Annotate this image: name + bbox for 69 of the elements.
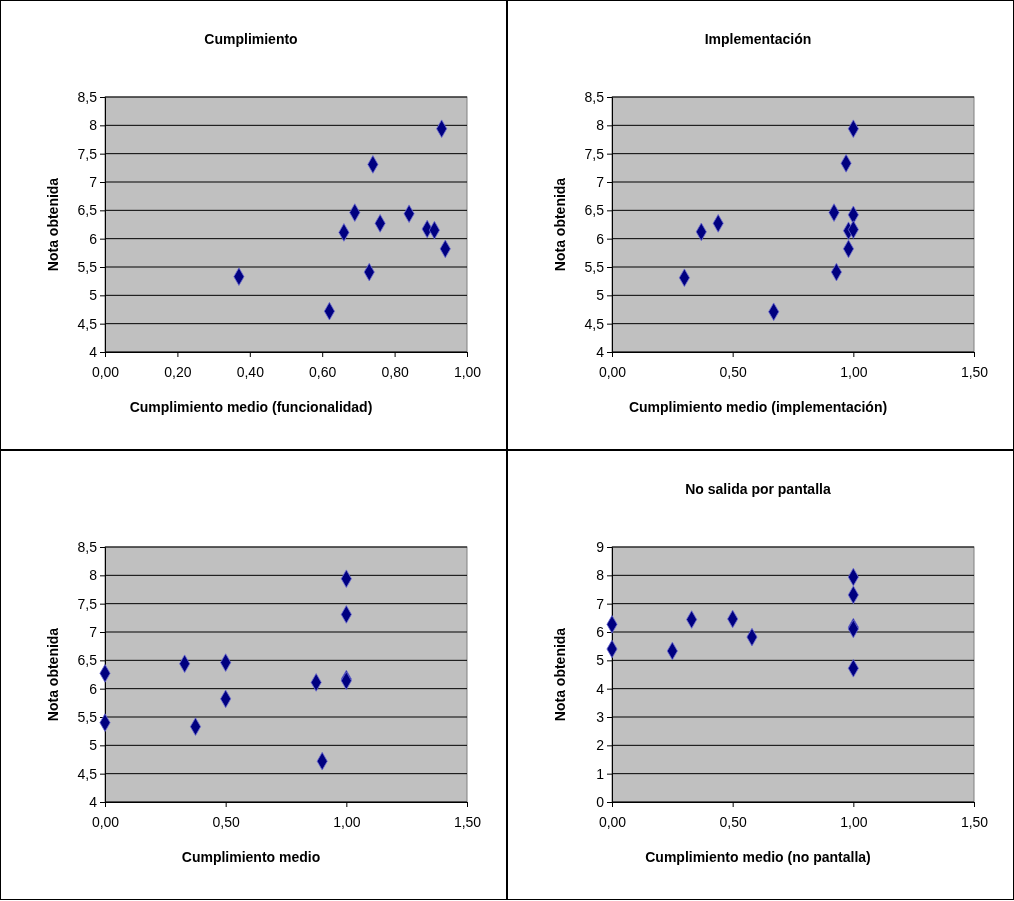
y-tick-label: 1: [596, 765, 605, 782]
y-tick-label: 5: [596, 287, 605, 304]
y-tick-label: 7,5: [77, 145, 98, 162]
y-tick-label: 6: [596, 623, 605, 640]
y-tick-label: 7,5: [584, 145, 605, 162]
x-tick-label: 0,00: [91, 363, 120, 380]
chart-title: Implementación: [704, 31, 812, 47]
y-tick-label: 6,5: [77, 652, 98, 669]
y-tick-label: 8: [596, 117, 605, 134]
x-axis-title: Cumplimiento medio: [181, 849, 321, 865]
y-tick-label: 4,5: [584, 315, 605, 332]
x-tick-label: 0,20: [164, 363, 192, 380]
y-tick-label: 7: [89, 623, 98, 640]
y-tick-label: 2: [596, 737, 605, 754]
x-tick-label: 1,00: [333, 813, 361, 830]
y-tick-label: 5,5: [77, 708, 98, 725]
y-tick-label: 5: [89, 287, 98, 304]
y-tick-label: 4: [89, 343, 98, 360]
x-tick-label: 0,50: [212, 813, 240, 830]
y-tick-label: 8: [89, 117, 98, 134]
y-tick-label: 4: [596, 343, 605, 360]
x-tick-label: 0,80: [381, 363, 409, 380]
y-axis-title: Nota obtenida: [552, 177, 568, 272]
y-tick-label: 7: [89, 173, 98, 190]
y-tick-label: 8,5: [77, 88, 98, 105]
y-tick-label: 6: [596, 230, 605, 247]
chart-title: No salida por pantalla: [685, 481, 831, 497]
x-tick-label: 1,00: [840, 813, 868, 830]
x-axis-title: Cumplimiento medio (no pantalla): [645, 849, 871, 865]
y-tick-label: 0: [596, 793, 605, 810]
y-tick-label: 7: [596, 595, 605, 612]
x-tick-label: 1,00: [453, 363, 482, 380]
x-tick-label: 0,40: [236, 363, 265, 380]
y-tick-label: 7,5: [77, 595, 98, 612]
x-tick-label: 0,00: [598, 813, 627, 830]
y-tick-label: 5: [89, 737, 98, 754]
y-tick-label: 6,5: [584, 202, 605, 219]
y-tick-label: 9: [596, 538, 605, 555]
x-tick-label: 0,50: [719, 363, 747, 380]
y-tick-label: 3: [596, 708, 605, 725]
y-tick-label: 5: [596, 652, 605, 669]
y-tick-label: 6: [89, 680, 98, 697]
y-axis-title: Nota obtenida: [552, 627, 568, 722]
x-tick-label: 0,00: [598, 363, 627, 380]
y-tick-label: 8,5: [584, 88, 605, 105]
chart-title: Cumplimiento: [204, 31, 298, 47]
x-tick-label: 1,50: [453, 813, 482, 830]
y-tick-label: 6: [89, 230, 98, 247]
y-tick-label: 8: [596, 567, 605, 584]
x-tick-label: 0,50: [719, 813, 747, 830]
y-tick-label: 4: [596, 680, 605, 697]
y-tick-label: 4: [89, 793, 98, 810]
y-tick-label: 5,5: [77, 258, 98, 275]
x-axis-title: Cumplimiento medio (funcionalidad): [129, 399, 373, 415]
x-tick-label: 0,60: [309, 363, 337, 380]
x-tick-label: 1,50: [960, 813, 989, 830]
x-tick-label: 1,50: [960, 363, 989, 380]
y-axis-title: Nota obtenida: [45, 177, 61, 272]
y-tick-label: 4,5: [77, 765, 98, 782]
x-tick-label: 0,00: [91, 813, 120, 830]
x-axis-title: Cumplimiento medio (implementación): [628, 399, 888, 415]
y-tick-label: 8,5: [77, 538, 98, 555]
x-tick-label: 1,00: [840, 363, 868, 380]
y-tick-label: 4,5: [77, 315, 98, 332]
y-axis-title: Nota obtenida: [45, 627, 61, 722]
y-tick-label: 6,5: [77, 202, 98, 219]
y-tick-label: 5,5: [584, 258, 605, 275]
y-tick-label: 7: [596, 173, 605, 190]
y-tick-label: 8: [89, 567, 98, 584]
